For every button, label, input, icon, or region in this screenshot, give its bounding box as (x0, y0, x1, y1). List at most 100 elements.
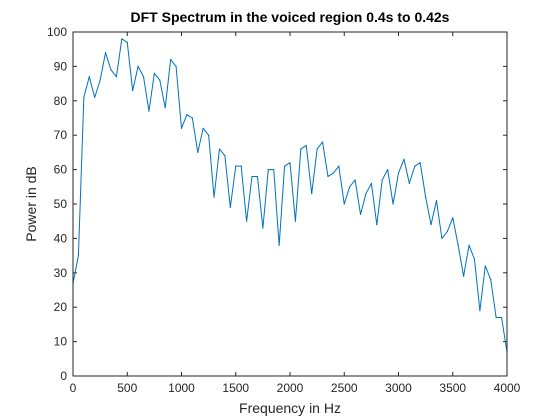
data-point (126, 41, 128, 43)
data-point (262, 227, 264, 229)
data-point (419, 162, 421, 164)
x-tick-label: 1500 (222, 381, 249, 395)
data-point (365, 193, 367, 195)
data-point (484, 265, 486, 267)
data-point (338, 165, 340, 167)
y-tick-label: 0 (60, 369, 67, 383)
data-point (435, 199, 438, 202)
data-point (294, 220, 297, 222)
y-tick-label: 90 (54, 59, 68, 73)
data-point (132, 89, 134, 92)
data-point (452, 217, 454, 219)
x-tick-label: 2000 (277, 381, 304, 395)
data-point (267, 169, 269, 171)
y-tick-label: 20 (54, 300, 68, 314)
data-point (495, 316, 497, 319)
x-tick-label: 3500 (439, 381, 466, 395)
data-point (180, 127, 183, 129)
data-point (110, 69, 112, 71)
chart-title: DFT Spectrum in the voiced region 0.4s t… (131, 9, 450, 25)
x-tick-label: 1000 (168, 381, 195, 395)
data-point (229, 206, 231, 209)
data-point (77, 255, 80, 257)
x-axis-label: Frequency in Hz (239, 400, 341, 416)
data-point (159, 79, 161, 81)
data-point (332, 172, 334, 174)
data-point (240, 165, 242, 167)
data-point (197, 151, 199, 153)
data-point (305, 144, 307, 147)
data-point (327, 175, 329, 178)
y-tick-label: 100 (47, 25, 67, 39)
data-point (354, 179, 356, 181)
data-point (256, 175, 259, 178)
data-point (186, 113, 188, 116)
data-point (490, 279, 492, 281)
data-point (88, 76, 90, 78)
line-layer (72, 38, 508, 353)
x-tick-label: 500 (117, 381, 137, 395)
data-point (392, 203, 394, 205)
y-tick-label: 50 (54, 197, 68, 211)
data-point (381, 179, 383, 181)
y-tick-label: 70 (54, 128, 68, 142)
data-point (278, 244, 280, 246)
data-point (500, 316, 503, 319)
data-point (397, 172, 400, 174)
y-tick-label: 60 (54, 163, 68, 177)
data-point (218, 148, 221, 150)
y-tick-label: 10 (54, 335, 68, 349)
x-tick-label: 0 (70, 381, 77, 395)
data-point (468, 244, 470, 246)
data-point (83, 96, 85, 98)
y-tick-label: 30 (54, 266, 68, 280)
data-point (115, 76, 117, 78)
data-point (441, 237, 443, 239)
data-point (99, 79, 101, 81)
data-point (414, 165, 416, 167)
data-point (208, 134, 210, 136)
data-point (376, 224, 378, 226)
data-point (311, 193, 313, 195)
data-point (191, 117, 193, 119)
data-point (387, 169, 389, 171)
data-point (224, 155, 226, 157)
data-point (479, 310, 481, 312)
data-point (273, 169, 275, 171)
data-point (283, 165, 286, 167)
y-axis-label: Power in dB (23, 166, 39, 241)
data-point (175, 65, 177, 67)
y-tick-label: 40 (54, 231, 68, 245)
data-point (370, 182, 372, 184)
data-point (235, 165, 237, 167)
data-point (170, 58, 172, 61)
data-point (403, 158, 405, 160)
data-point (408, 182, 410, 184)
data-point (425, 196, 427, 198)
data-point (202, 127, 204, 129)
data-point (148, 110, 150, 112)
data-point (463, 275, 465, 277)
data-point (300, 148, 302, 150)
data-point (251, 175, 253, 178)
data-point (446, 230, 448, 233)
data-point (457, 244, 459, 246)
x-tick-label: 2500 (331, 381, 358, 395)
data-point (142, 76, 145, 78)
data-point (94, 96, 96, 98)
data-point (430, 224, 432, 226)
data-point (246, 220, 248, 222)
data-point (359, 213, 362, 215)
plot-area (73, 32, 507, 376)
data-point (316, 148, 318, 150)
data-point (289, 162, 291, 164)
x-tick-label: 4000 (494, 381, 521, 395)
data-point (473, 258, 476, 260)
data-point (104, 52, 107, 54)
data-point (343, 203, 345, 205)
ticks-layer: 0 500 1000 1500 2000 2500 3000 3500 4000 0 10 20 30 4… (47, 25, 521, 395)
data-point (213, 196, 215, 198)
plot-box (72, 31, 508, 377)
